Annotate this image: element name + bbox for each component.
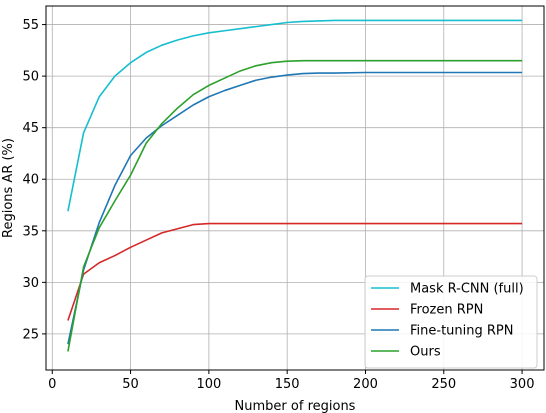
series-line-2	[67, 71, 523, 345]
y-tick-label: 25	[22, 327, 39, 342]
legend-label: Mask R-CNN (full)	[410, 282, 524, 297]
x-axis-label: Number of regions	[235, 399, 356, 413]
legend-box	[364, 275, 538, 369]
legend-label: Fine-tuning RPN	[410, 324, 513, 339]
x-tick-label: 300	[510, 377, 535, 392]
x-tick-label: 50	[122, 377, 139, 392]
x-tick-label: 200	[353, 377, 378, 392]
series-line-1	[67, 222, 523, 321]
y-tick-label: 35	[22, 224, 39, 239]
legend-label: Ours	[410, 345, 441, 360]
y-tick-label: 50	[22, 70, 39, 85]
series-layer	[67, 19, 523, 352]
x-tick-label: 0	[48, 377, 56, 392]
series-line-3	[67, 59, 523, 352]
x-tick-label: 100	[196, 377, 221, 392]
y-tick-label: 40	[22, 173, 39, 188]
ticks: 0 50 100 150 200 250 300 25 30 35 40 45 50 55	[22, 18, 534, 392]
x-tick-label: 250	[431, 377, 456, 392]
series-line-0	[67, 19, 523, 212]
plot-frame	[45, 5, 545, 371]
y-tick-label: 30	[22, 276, 39, 291]
legend-label: Frozen RPN	[410, 303, 483, 318]
y-axis-label: Regions AR (%)	[1, 138, 16, 238]
y-tick-label: 55	[22, 18, 39, 33]
legend: Mask R-CNN (full) Frozen RPN Fine-tuning R…	[364, 275, 538, 369]
x-tick-label: 150	[275, 377, 300, 392]
grid	[46, 6, 544, 370]
y-tick-label: 45	[22, 121, 39, 136]
